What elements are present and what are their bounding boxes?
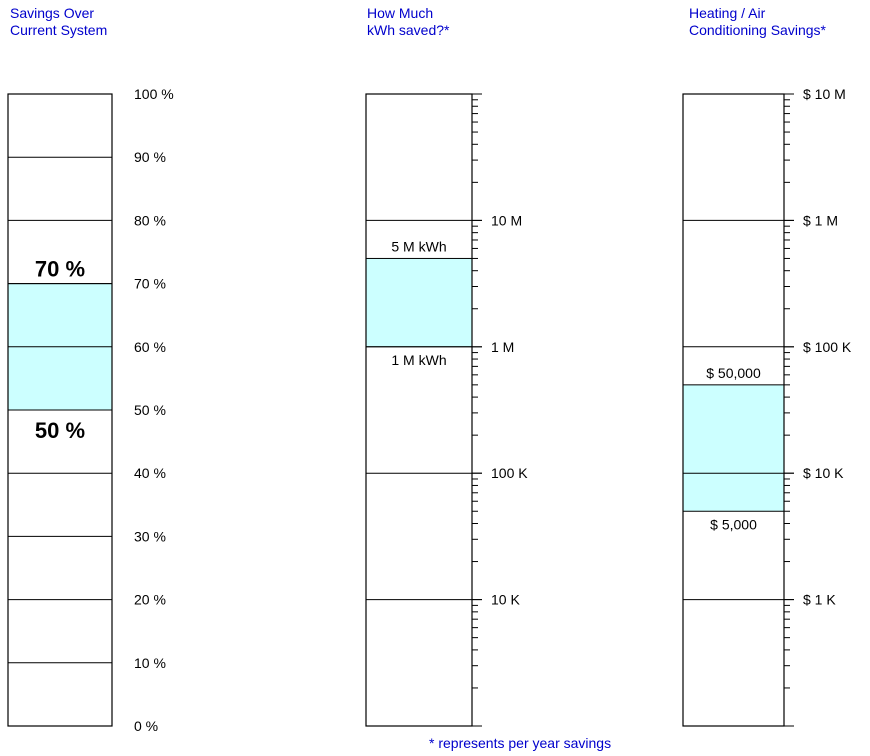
band-annotation: 5 M kWh — [391, 238, 446, 254]
chart-title-line: Conditioning Savings* — [689, 22, 826, 38]
tick-label: $ 10 K — [803, 465, 844, 481]
chart-title-line: kWh saved?* — [367, 22, 450, 38]
tick-label: 40 % — [134, 465, 166, 481]
band-annotation: 70 % — [35, 257, 85, 282]
tick-label: 1 M — [491, 339, 514, 355]
tick-label: 60 % — [134, 339, 166, 355]
tick-label: 80 % — [134, 212, 166, 228]
tick-label: 10 % — [134, 655, 166, 671]
tick-label: 50 % — [134, 402, 166, 418]
chart-title-hvac: Heating / Air Conditioning Savings* — [689, 5, 826, 39]
tick-label: $ 100 K — [803, 339, 852, 355]
tick-label: $ 1 M — [803, 212, 838, 228]
chart-title-line: Savings Over — [10, 5, 95, 21]
band-annotation: 1 M kWh — [391, 352, 446, 368]
highlight-band — [365, 257, 473, 348]
bar-frame — [365, 93, 473, 727]
chart-group: 0 % 10 % 20 % 30 % 40 % 50 % 60 % 70 % 80 % 90 % 1… — [7, 86, 174, 734]
tick-label: 20 % — [134, 592, 166, 608]
footnote: * represents per year savings — [429, 735, 612, 751]
band-annotation: $ 5,000 — [710, 516, 757, 532]
tick-label: $ 1 K — [803, 592, 836, 608]
tick-label: 100 K — [491, 465, 528, 481]
chart-group: $ 1 K $ 10 K $ 100 K $ 1 M $ 10 M $ 50,000 $ 5… — [682, 86, 852, 727]
tick-label: $ 10 M — [803, 86, 846, 102]
chart-title-line: Heating / Air — [689, 5, 766, 21]
band-annotation: $ 50,000 — [706, 365, 761, 381]
tick-label: 0 % — [134, 718, 158, 734]
bar-frame — [7, 93, 113, 727]
chart-title-line: How Much — [367, 5, 434, 21]
chart-title-line: Current System — [10, 22, 108, 38]
tick-label: 70 % — [134, 276, 166, 292]
tick-label: 10 M — [491, 212, 522, 228]
tick-label: 90 % — [134, 149, 166, 165]
band-annotation: 50 % — [35, 418, 85, 443]
tick-label: 30 % — [134, 528, 166, 544]
highlight-band — [682, 384, 785, 512]
tick-label: 10 K — [491, 592, 520, 608]
chart-title-kwh: How Much kWh saved?* — [367, 5, 449, 39]
tick-label: 100 % — [134, 86, 174, 102]
bar-frame — [682, 93, 785, 727]
chart-group: 10 K 100 K 1 M 10 M 5 M kWh 1 M kWh — [365, 93, 528, 727]
chart-title-savings: Savings Over Current System — [10, 5, 107, 39]
